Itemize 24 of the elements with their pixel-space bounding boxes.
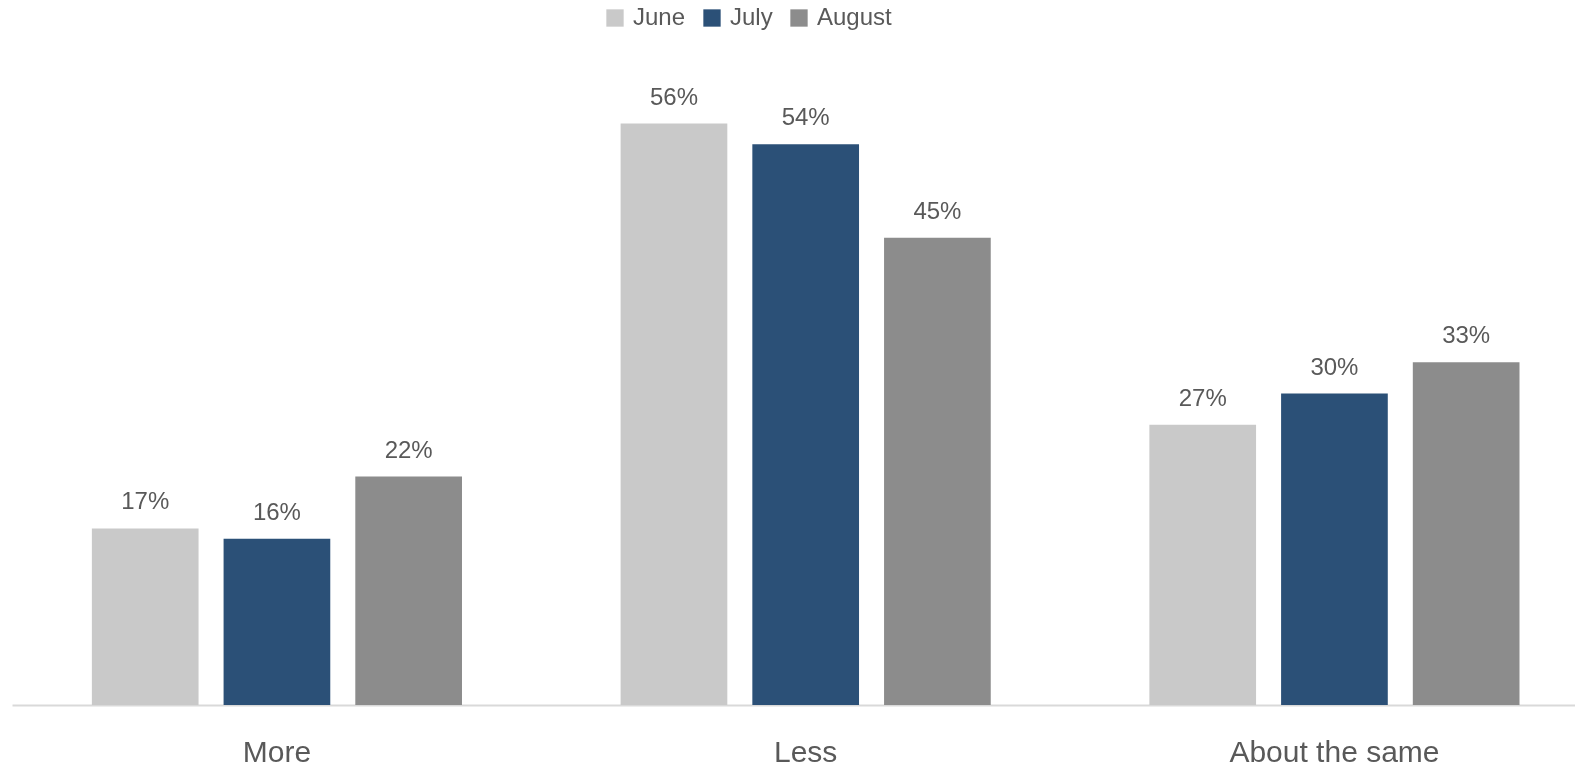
bar xyxy=(752,144,860,705)
legend-label: August xyxy=(817,3,893,30)
x-tick-label: More xyxy=(242,734,312,768)
bar xyxy=(355,476,462,705)
bar xyxy=(1149,424,1257,705)
data-label: 30% xyxy=(1310,352,1359,380)
bar xyxy=(1412,362,1520,705)
data-label: 54% xyxy=(781,103,830,131)
bar xyxy=(620,123,728,705)
data-label: 22% xyxy=(384,435,433,463)
data-label: 45% xyxy=(913,196,962,224)
bar xyxy=(884,237,991,705)
x-tick-label: Less xyxy=(773,734,838,768)
bar xyxy=(91,528,199,705)
data-label: 56% xyxy=(649,82,698,110)
x-tick-label: About the same xyxy=(1229,734,1440,768)
data-label: 17% xyxy=(121,487,170,515)
data-label: 27% xyxy=(1178,383,1227,411)
data-label: 16% xyxy=(252,497,301,525)
legend-label: July xyxy=(730,3,773,30)
legend-label: June xyxy=(633,3,686,30)
bar xyxy=(1281,393,1388,705)
data-label: 33% xyxy=(1442,321,1491,349)
bar xyxy=(223,538,331,705)
